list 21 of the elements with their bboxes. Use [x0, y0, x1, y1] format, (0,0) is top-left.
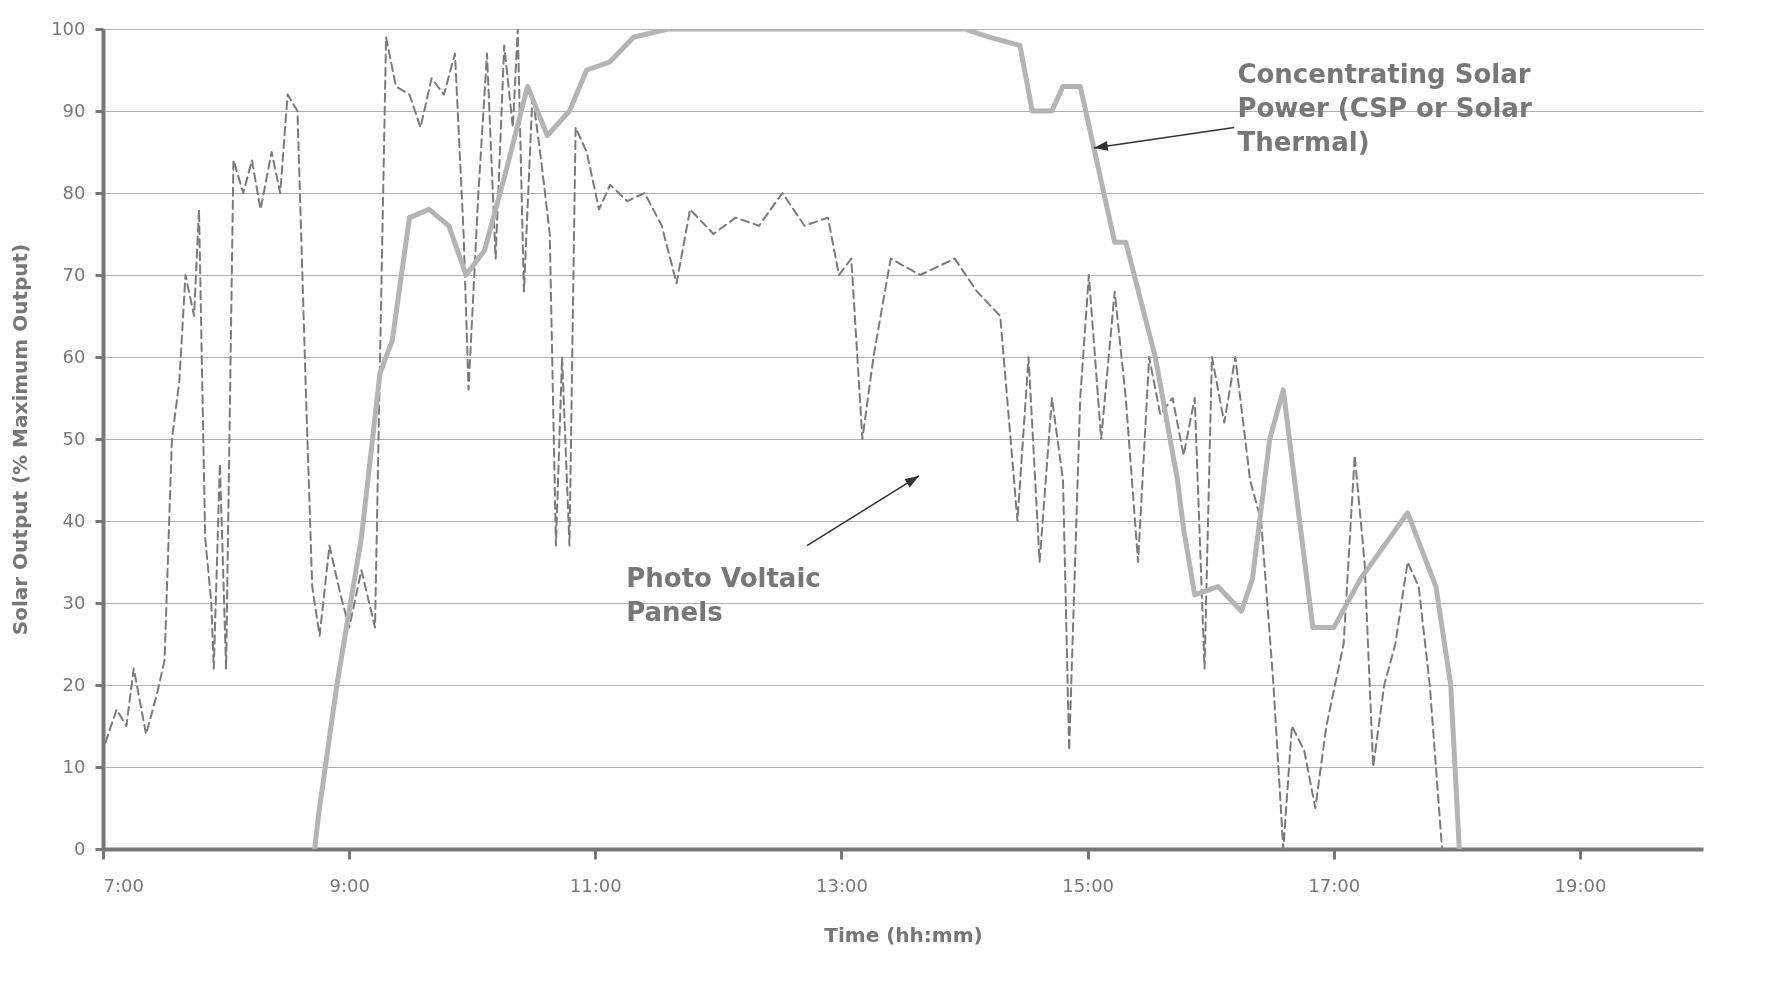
y-tick-label: 70 — [62, 263, 86, 285]
y-tick-label: 20 — [62, 673, 86, 695]
x-tick-label: 19:00 — [1554, 874, 1607, 896]
y-tick-label: 40 — [62, 509, 86, 531]
y-tick-label: 0 — [74, 837, 86, 859]
y-tick-label: 10 — [62, 755, 86, 777]
y-tick-label: 30 — [62, 591, 86, 613]
x-tick-label: 11:00 — [569, 874, 622, 896]
x-tick-label: 9:00 — [329, 874, 370, 896]
y-tick-label: 50 — [62, 427, 86, 449]
y-tick-label: 100 — [51, 17, 86, 39]
y-tick-label: 90 — [62, 99, 86, 121]
x-tick-label: 13:00 — [816, 874, 868, 896]
annotation: Photo Voltaic Panels — [626, 563, 821, 628]
x-axis-title: Time (hh:mm) — [824, 922, 983, 947]
x-tick-label: 17:00 — [1308, 874, 1361, 896]
x-tick-label: 7:00 — [103, 874, 144, 896]
y-tick-label: 80 — [62, 181, 86, 203]
x-tick-label: 15:00 — [1062, 874, 1115, 896]
y-tick-label: 60 — [62, 345, 86, 367]
y-axis-title: Solar Output (% Maximum Output) — [8, 243, 33, 636]
